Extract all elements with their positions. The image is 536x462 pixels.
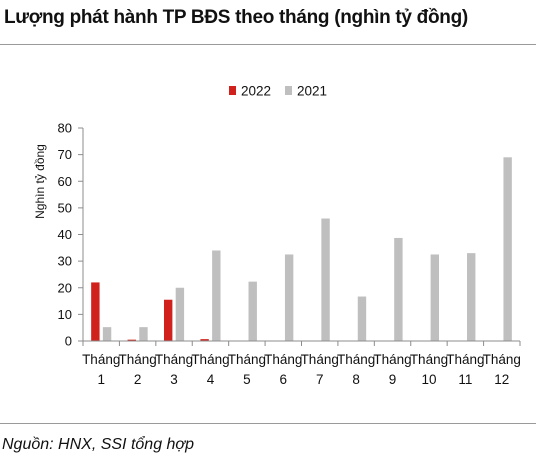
x-axis-ticks: Tháng 1 Tháng 2 Tháng 3 Tháng 4 Tháng 5 Tháng 6 Thán… [82, 341, 521, 387]
legend-swatch-2022 [229, 86, 236, 95]
y-tick-label: 30 [58, 254, 72, 269]
x-tick-label: 6 [280, 372, 288, 387]
x-tick-label: 10 [421, 372, 436, 387]
x-tick-label: 8 [352, 372, 360, 387]
bar-2021-Tháng-11 [467, 253, 476, 341]
y-tick-label: 70 [58, 147, 72, 162]
chart-bars [91, 157, 512, 341]
bar-2021-Tháng-8 [357, 296, 367, 341]
bar-2022-Tháng-1 [91, 282, 100, 341]
legend-label-2021: 2021 [297, 84, 327, 99]
x-tick-label: 4 [207, 372, 215, 387]
bar-2022-Tháng-4 [200, 339, 209, 341]
legend-swatch-2021 [285, 86, 292, 95]
x-tick-label: Tháng [191, 352, 229, 367]
title-divider [0, 44, 536, 45]
y-tick-label: 0 [65, 334, 72, 349]
x-tick-label: Tháng [155, 352, 193, 367]
bar-2021-Tháng-4 [212, 250, 221, 341]
y-tick-label: 20 [58, 280, 72, 295]
y-tick-label: 60 [58, 174, 72, 189]
x-tick-label: 2 [134, 372, 142, 387]
bar-2022-Tháng-3 [163, 299, 173, 341]
x-tick-label: Tháng [264, 352, 302, 367]
x-tick-label: Tháng [446, 352, 484, 367]
y-axis-label: Nghìn tỷ đồng [33, 144, 47, 219]
x-tick-label: 5 [243, 372, 251, 387]
y-tick-label: 50 [58, 200, 72, 215]
x-tick-label: 3 [170, 372, 178, 387]
x-tick-label: 11 [458, 372, 472, 387]
footer-divider [0, 423, 536, 424]
x-tick-label: Tháng [82, 352, 120, 367]
bar-2022-Tháng-2 [127, 339, 136, 341]
x-tick-label: Tháng [337, 352, 375, 367]
y-tick-label: 40 [58, 227, 72, 242]
page-title: Lượng phát hành TP BĐS theo tháng (nghìn… [4, 7, 468, 28]
x-tick-label: Tháng [410, 352, 448, 367]
x-tick-label: Tháng [228, 352, 266, 367]
x-tick-label: Tháng [483, 352, 521, 367]
bar-2021-Tháng-2 [139, 327, 148, 341]
y-tick-label: 10 [58, 307, 72, 322]
bar-2021-Tháng-7 [321, 218, 330, 341]
chart-legend: 2022 2021 [229, 84, 327, 99]
x-tick-label: Tháng [373, 352, 411, 367]
bar-2021-Tháng-9 [394, 237, 403, 341]
x-tick-label: 12 [494, 372, 509, 387]
legend-label-2022: 2022 [241, 84, 271, 99]
y-axis-label-group: Nghìn tỷ đồng [33, 144, 47, 219]
bar-chart: 2022 2021 Nghìn tỷ đồng 01020304050607080… [33, 84, 521, 388]
x-tick-label: Tháng [301, 352, 339, 367]
bar-2021-Tháng-6 [284, 254, 294, 341]
x-tick-label: 7 [316, 372, 324, 387]
y-axis-ticks: 0 10 20 30 40 50 60 70 80 [58, 121, 83, 349]
bar-2021-Tháng-1 [102, 327, 112, 341]
bar-2021-Tháng-12 [503, 157, 512, 341]
x-tick-label: 9 [389, 372, 397, 387]
y-tick-label: 80 [58, 121, 72, 136]
x-tick-label: 1 [97, 372, 105, 387]
bar-2021-Tháng-10 [430, 254, 440, 341]
bar-2021-Tháng-3 [175, 287, 185, 341]
x-tick-label: Tháng [118, 352, 156, 367]
bar-2021-Tháng-5 [248, 281, 257, 341]
source-note: Nguồn: HNX, SSI tổng hợp [2, 436, 194, 453]
